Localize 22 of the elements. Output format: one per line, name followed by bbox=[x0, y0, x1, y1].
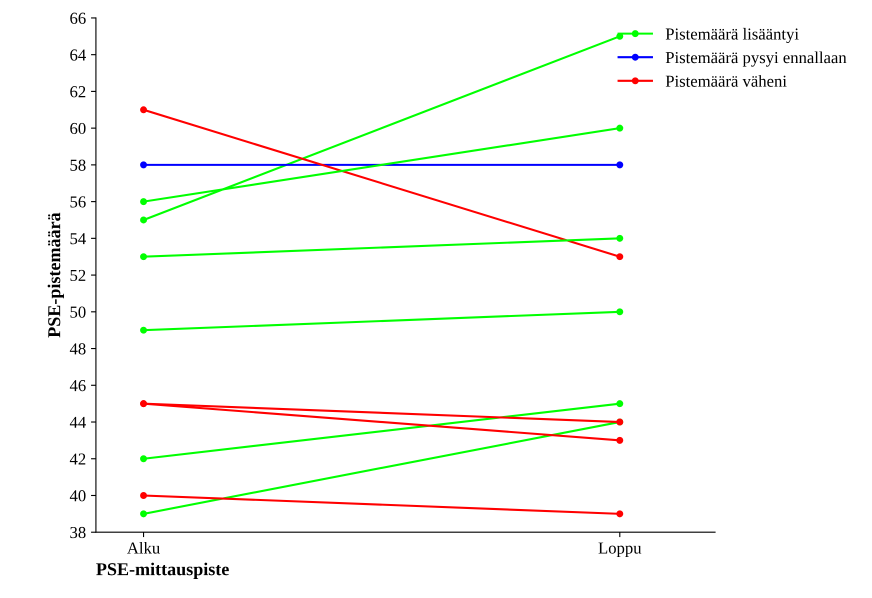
y-tick-label: 64 bbox=[70, 49, 86, 61]
y-tick-label: 66 bbox=[70, 12, 86, 24]
x-axis-title: PSE-mittauspiste bbox=[96, 562, 229, 579]
y-tick-label: 60 bbox=[70, 122, 86, 134]
y-tick-label: 54 bbox=[70, 233, 86, 244]
y-axis-title: PSE-pistemäärä bbox=[48, 212, 64, 338]
y-tick-label: 52 bbox=[70, 270, 86, 282]
y-tick-label: 46 bbox=[70, 380, 86, 392]
y-tick-label: 42 bbox=[70, 454, 86, 465]
legend-label: Pistemäärä pysyi ennallaan bbox=[666, 51, 846, 67]
y-tick-label: 62 bbox=[70, 86, 86, 98]
legend-label: Pistemäärä lisääntyi bbox=[666, 28, 799, 44]
x-tick-label: Alku bbox=[127, 542, 160, 554]
y-tick-label: 56 bbox=[70, 196, 86, 208]
y-tick-label: 48 bbox=[70, 343, 86, 354]
x-tick-label: Loppu bbox=[598, 542, 642, 558]
y-tick-label: 58 bbox=[70, 160, 86, 171]
legend-label: Pistemäärä väheni bbox=[666, 75, 787, 87]
y-tick-label: 38 bbox=[70, 526, 86, 538]
y-tick-label: 44 bbox=[70, 416, 86, 428]
y-tick-label: 40 bbox=[70, 490, 86, 502]
y-tick-label: 50 bbox=[70, 306, 86, 318]
